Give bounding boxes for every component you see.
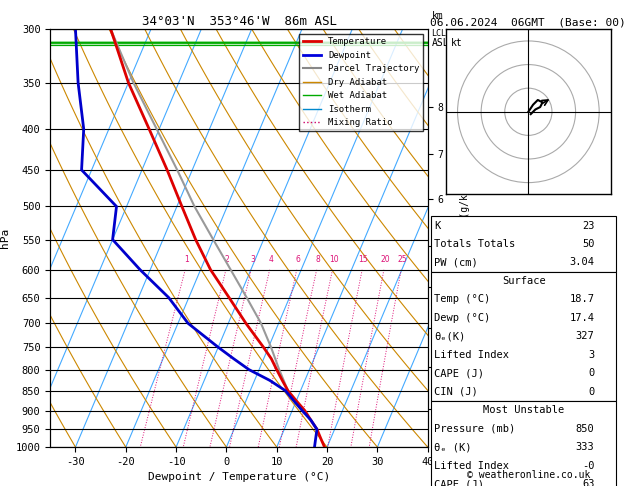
- Text: 17.4: 17.4: [569, 313, 594, 323]
- Text: 0: 0: [588, 368, 594, 378]
- Text: θₑ (K): θₑ (K): [434, 442, 472, 452]
- Text: 23: 23: [582, 221, 594, 230]
- X-axis label: Dewpoint / Temperature (°C): Dewpoint / Temperature (°C): [148, 472, 330, 483]
- Text: 50: 50: [582, 239, 594, 249]
- Text: 06.06.2024  06GMT  (Base: 00): 06.06.2024 06GMT (Base: 00): [430, 17, 626, 27]
- Y-axis label: hPa: hPa: [0, 228, 10, 248]
- Text: 3.04: 3.04: [569, 258, 594, 267]
- Text: 20: 20: [381, 255, 390, 264]
- Text: Lifted Index: Lifted Index: [434, 350, 509, 360]
- Text: Mixing Ratio (g/kg): Mixing Ratio (g/kg): [460, 182, 470, 294]
- Text: 4: 4: [269, 255, 274, 264]
- Text: km: km: [431, 11, 443, 21]
- Title: 34°03'N  353°46'W  86m ASL: 34°03'N 353°46'W 86m ASL: [142, 15, 337, 28]
- Text: 3: 3: [250, 255, 255, 264]
- Text: Pressure (mb): Pressure (mb): [434, 424, 515, 434]
- Text: ASL: ASL: [431, 37, 449, 48]
- Text: 10: 10: [329, 255, 338, 264]
- Text: kt: kt: [450, 38, 462, 48]
- Text: 8: 8: [316, 255, 320, 264]
- Text: 18.7: 18.7: [569, 295, 594, 304]
- Text: 63: 63: [582, 479, 594, 486]
- Text: © weatheronline.co.uk: © weatheronline.co.uk: [467, 470, 590, 480]
- Text: Lifted Index: Lifted Index: [434, 461, 509, 470]
- Text: 1: 1: [184, 255, 189, 264]
- Text: 850: 850: [576, 424, 594, 434]
- Text: Dewp (°C): Dewp (°C): [434, 313, 490, 323]
- Text: CAPE (J): CAPE (J): [434, 479, 484, 486]
- Text: 0: 0: [588, 387, 594, 397]
- Text: LCL: LCL: [431, 29, 447, 38]
- Text: 6: 6: [296, 255, 301, 264]
- Text: Most Unstable: Most Unstable: [483, 405, 564, 415]
- Text: 25: 25: [398, 255, 407, 264]
- Text: 15: 15: [359, 255, 368, 264]
- Text: 333: 333: [576, 442, 594, 452]
- Text: 2: 2: [225, 255, 230, 264]
- Text: 3: 3: [588, 350, 594, 360]
- Text: PW (cm): PW (cm): [434, 258, 478, 267]
- Legend: Temperature, Dewpoint, Parcel Trajectory, Dry Adiabat, Wet Adiabat, Isotherm, Mi: Temperature, Dewpoint, Parcel Trajectory…: [299, 34, 423, 131]
- Text: K: K: [434, 221, 440, 230]
- Text: Surface: Surface: [502, 276, 545, 286]
- Text: Totals Totals: Totals Totals: [434, 239, 515, 249]
- Text: -0: -0: [582, 461, 594, 470]
- Text: CAPE (J): CAPE (J): [434, 368, 484, 378]
- Text: CIN (J): CIN (J): [434, 387, 478, 397]
- Text: Temp (°C): Temp (°C): [434, 295, 490, 304]
- Text: θₑ(K): θₑ(K): [434, 331, 465, 341]
- Text: 327: 327: [576, 331, 594, 341]
